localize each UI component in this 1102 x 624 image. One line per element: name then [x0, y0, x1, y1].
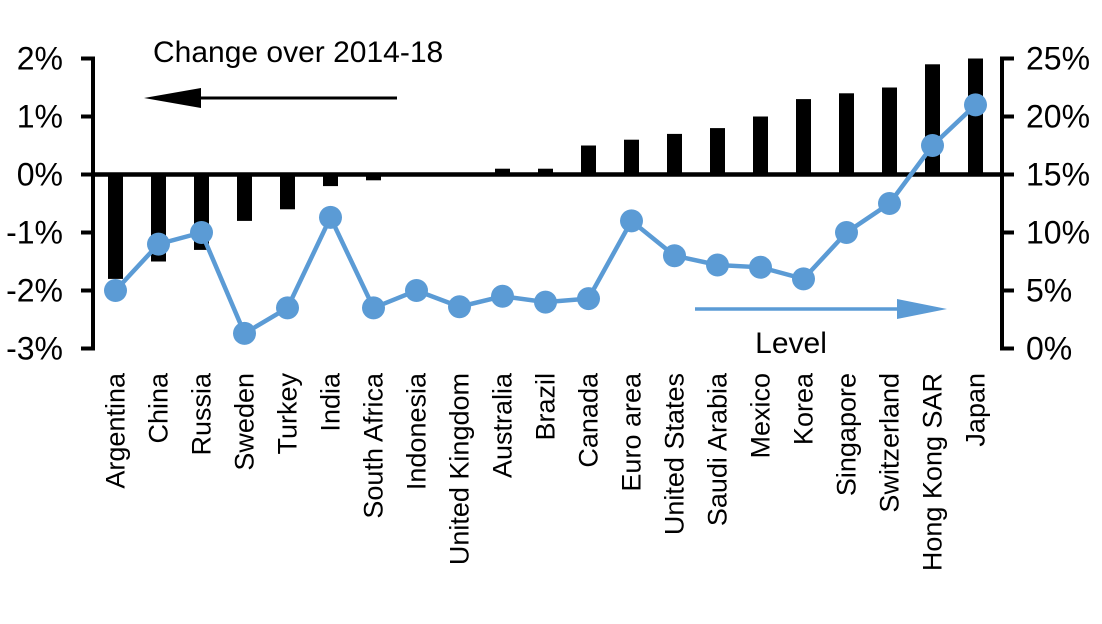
level-marker-saudi-arabia: [706, 253, 729, 277]
level-marker-argentina: [104, 279, 127, 302]
category-label-switzerland: Switzerland: [875, 373, 905, 513]
category-label-canada: Canada: [574, 372, 604, 468]
category-label-hong-kong-sar: Hong Kong SAR: [918, 373, 948, 571]
level-marker-united-kingdom: [448, 295, 471, 319]
category-label-euro-area: Euro area: [617, 372, 647, 492]
level-marker-india: [319, 205, 342, 229]
left-axis-tick-label: 1%: [17, 99, 63, 135]
category-label-india: India: [316, 372, 346, 432]
category-label-united-states: United States: [660, 373, 690, 535]
level-marker-china: [147, 232, 170, 256]
category-label-united-kingdom: United Kingdom: [445, 373, 475, 565]
bar-saudi-arabia: [710, 128, 725, 175]
bar-south-africa: [366, 174, 381, 181]
category-label-korea: Korea: [789, 372, 819, 445]
level-marker-japan: [964, 93, 987, 117]
category-label-singapore: Singapore: [832, 373, 862, 496]
category-label-china: China: [144, 372, 174, 444]
bar-mexico: [753, 116, 768, 175]
level-marker-korea: [792, 267, 815, 291]
category-label-argentina: Argentina: [101, 372, 131, 489]
left-axis-tick-label: 2%: [17, 41, 63, 77]
level-marker-euro-area: [620, 209, 643, 233]
level-marker-turkey: [276, 296, 299, 320]
category-label-mexico: Mexico: [746, 373, 776, 459]
change-left-arrow-head: [144, 88, 201, 108]
category-label-south-africa: South Africa: [359, 372, 389, 519]
category-label-turkey: Turkey: [273, 373, 303, 455]
category-label-japan: Japan: [961, 373, 991, 447]
level-marker-sweden: [233, 321, 256, 345]
bar-switzerland: [882, 87, 897, 175]
bar-korea: [796, 99, 811, 175]
level-marker-switzerland: [878, 192, 901, 215]
bar-brazil: [538, 168, 553, 175]
bar-singapore: [839, 93, 854, 175]
level-marker-canada: [577, 287, 600, 311]
category-label-sweden: Sweden: [230, 373, 260, 471]
bar-hong-kong-sar: [925, 64, 940, 175]
bar-india: [323, 174, 338, 187]
level-marker-indonesia: [405, 279, 428, 302]
level-right-arrow-head: [897, 299, 947, 319]
left-axis-tick-label: -1%: [6, 215, 63, 251]
line-series-annotation: Level: [755, 327, 827, 360]
category-label-saudi-arabia: Saudi Arabia: [703, 372, 733, 526]
bar-australia: [495, 168, 510, 175]
category-label-brazil: Brazil: [531, 373, 561, 441]
level-marker-brazil: [534, 290, 557, 314]
left-axis-tick-label: -2%: [6, 273, 63, 309]
right-axis-tick-label: 20%: [1026, 99, 1090, 135]
right-axis-tick-label: 25%: [1026, 41, 1090, 77]
level-marker-united-states: [663, 244, 686, 268]
category-label-russia: Russia: [187, 372, 217, 456]
category-label-indonesia: Indonesia: [402, 372, 432, 490]
bar-japan: [968, 58, 983, 175]
bar-argentina: [108, 174, 123, 279]
level-marker-singapore: [835, 221, 858, 244]
left-axis-tick-label: 0%: [17, 157, 63, 193]
level-marker-australia: [491, 284, 514, 308]
level-marker-hong-kong-sar: [921, 134, 944, 157]
bar-series-annotation: Change over 2014-18: [153, 36, 444, 69]
right-axis-tick-label: 15%: [1026, 157, 1090, 193]
right-axis-tick-label: 5%: [1026, 273, 1072, 309]
bar-sweden: [237, 174, 252, 221]
category-label-australia: Australia: [488, 372, 518, 478]
bar-canada: [581, 145, 596, 175]
bar-euro-area: [624, 139, 639, 175]
right-axis-tick-label: 10%: [1026, 215, 1090, 251]
bar-turkey: [280, 174, 295, 210]
level-marker-mexico: [749, 255, 772, 279]
bar-united-states: [667, 133, 682, 175]
level-marker-south-africa: [362, 296, 385, 320]
right-axis-tick-label: 0%: [1026, 331, 1072, 367]
level-marker-russia: [190, 221, 213, 244]
left-axis-tick-label: -3%: [6, 331, 63, 367]
